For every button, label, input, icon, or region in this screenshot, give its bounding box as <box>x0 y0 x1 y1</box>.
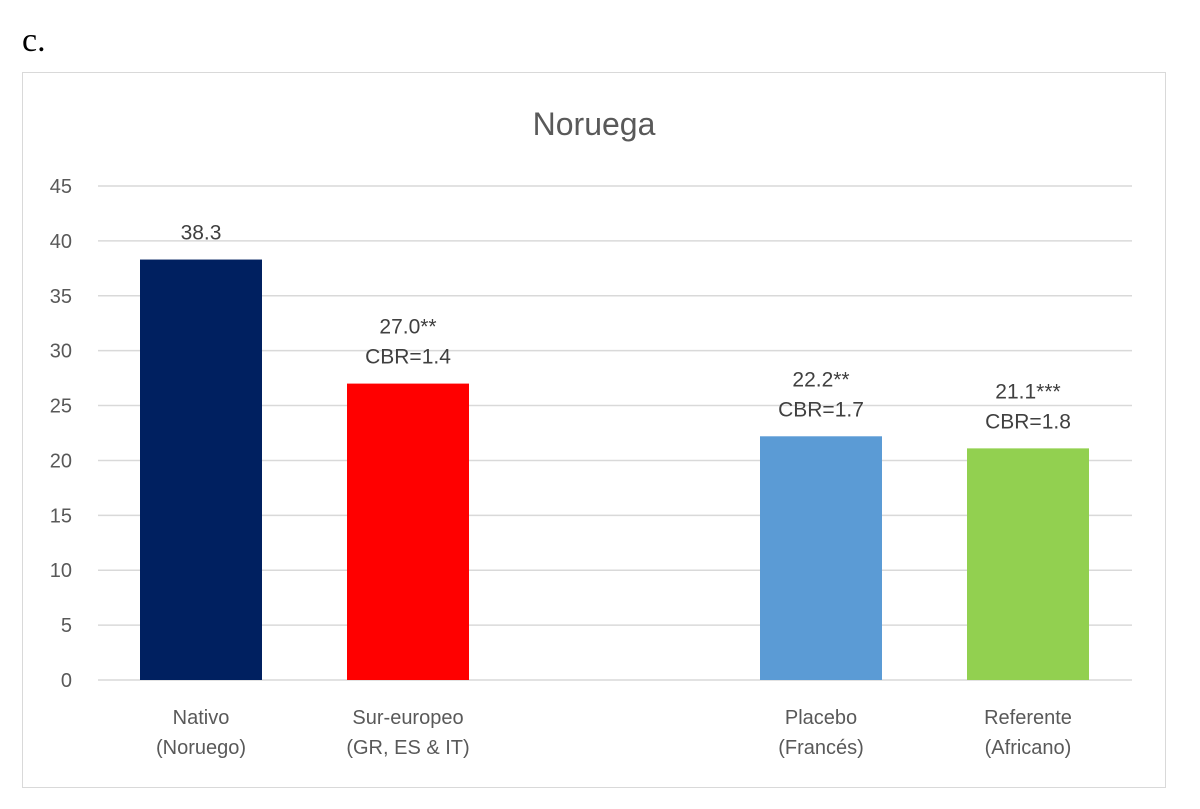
bar-data-label: 22.2** <box>792 368 849 391</box>
data-labels: 38.3 27.0** CBR=1.4 22.2** CBR=1.7 21.1*** CBR… <box>181 222 1071 434</box>
category-label: Placebo <box>785 707 857 729</box>
y-tick-label: 40 <box>50 231 72 253</box>
category-label: (Africano) <box>985 737 1072 759</box>
category-labels: Nativo (Noruego) Sur-europeo (GR, ES & IT) P… <box>156 707 1072 759</box>
bar <box>760 436 882 680</box>
y-tick-label: 30 <box>50 341 72 363</box>
chart-title: Noruega <box>533 106 656 142</box>
y-tick-label: 20 <box>50 450 72 472</box>
category-label: Nativo <box>173 707 230 729</box>
y-tick-label: 25 <box>50 396 72 418</box>
bar <box>967 448 1089 680</box>
panel-label: c. <box>22 22 46 59</box>
y-tick-label: 35 <box>50 286 72 308</box>
category-label: (Noruego) <box>156 737 246 759</box>
category-label: (Francés) <box>778 737 864 759</box>
bar-data-label: 21.1*** <box>995 380 1060 403</box>
bars <box>140 259 1089 680</box>
bar <box>140 259 262 680</box>
category-label: (GR, ES & IT) <box>346 737 469 759</box>
bar-data-label: 38.3 <box>181 222 222 245</box>
y-axis-ticks: 0 5 10 15 20 25 30 35 40 45 <box>50 176 72 692</box>
y-tick-label: 5 <box>61 615 72 637</box>
bar-data-label: CBR=1.4 <box>365 346 451 369</box>
bar-data-label: CBR=1.7 <box>778 398 864 421</box>
bar-data-label: 27.0** <box>379 316 436 339</box>
bar-data-label: CBR=1.8 <box>985 410 1071 433</box>
bar <box>347 383 469 680</box>
y-tick-label: 0 <box>61 670 72 692</box>
y-tick-label: 45 <box>50 176 72 198</box>
gridlines <box>98 185 1132 681</box>
y-tick-label: 10 <box>50 560 72 582</box>
category-label: Sur-europeo <box>352 707 463 729</box>
y-tick-label: 15 <box>50 505 72 527</box>
category-label: Referente <box>984 707 1072 729</box>
